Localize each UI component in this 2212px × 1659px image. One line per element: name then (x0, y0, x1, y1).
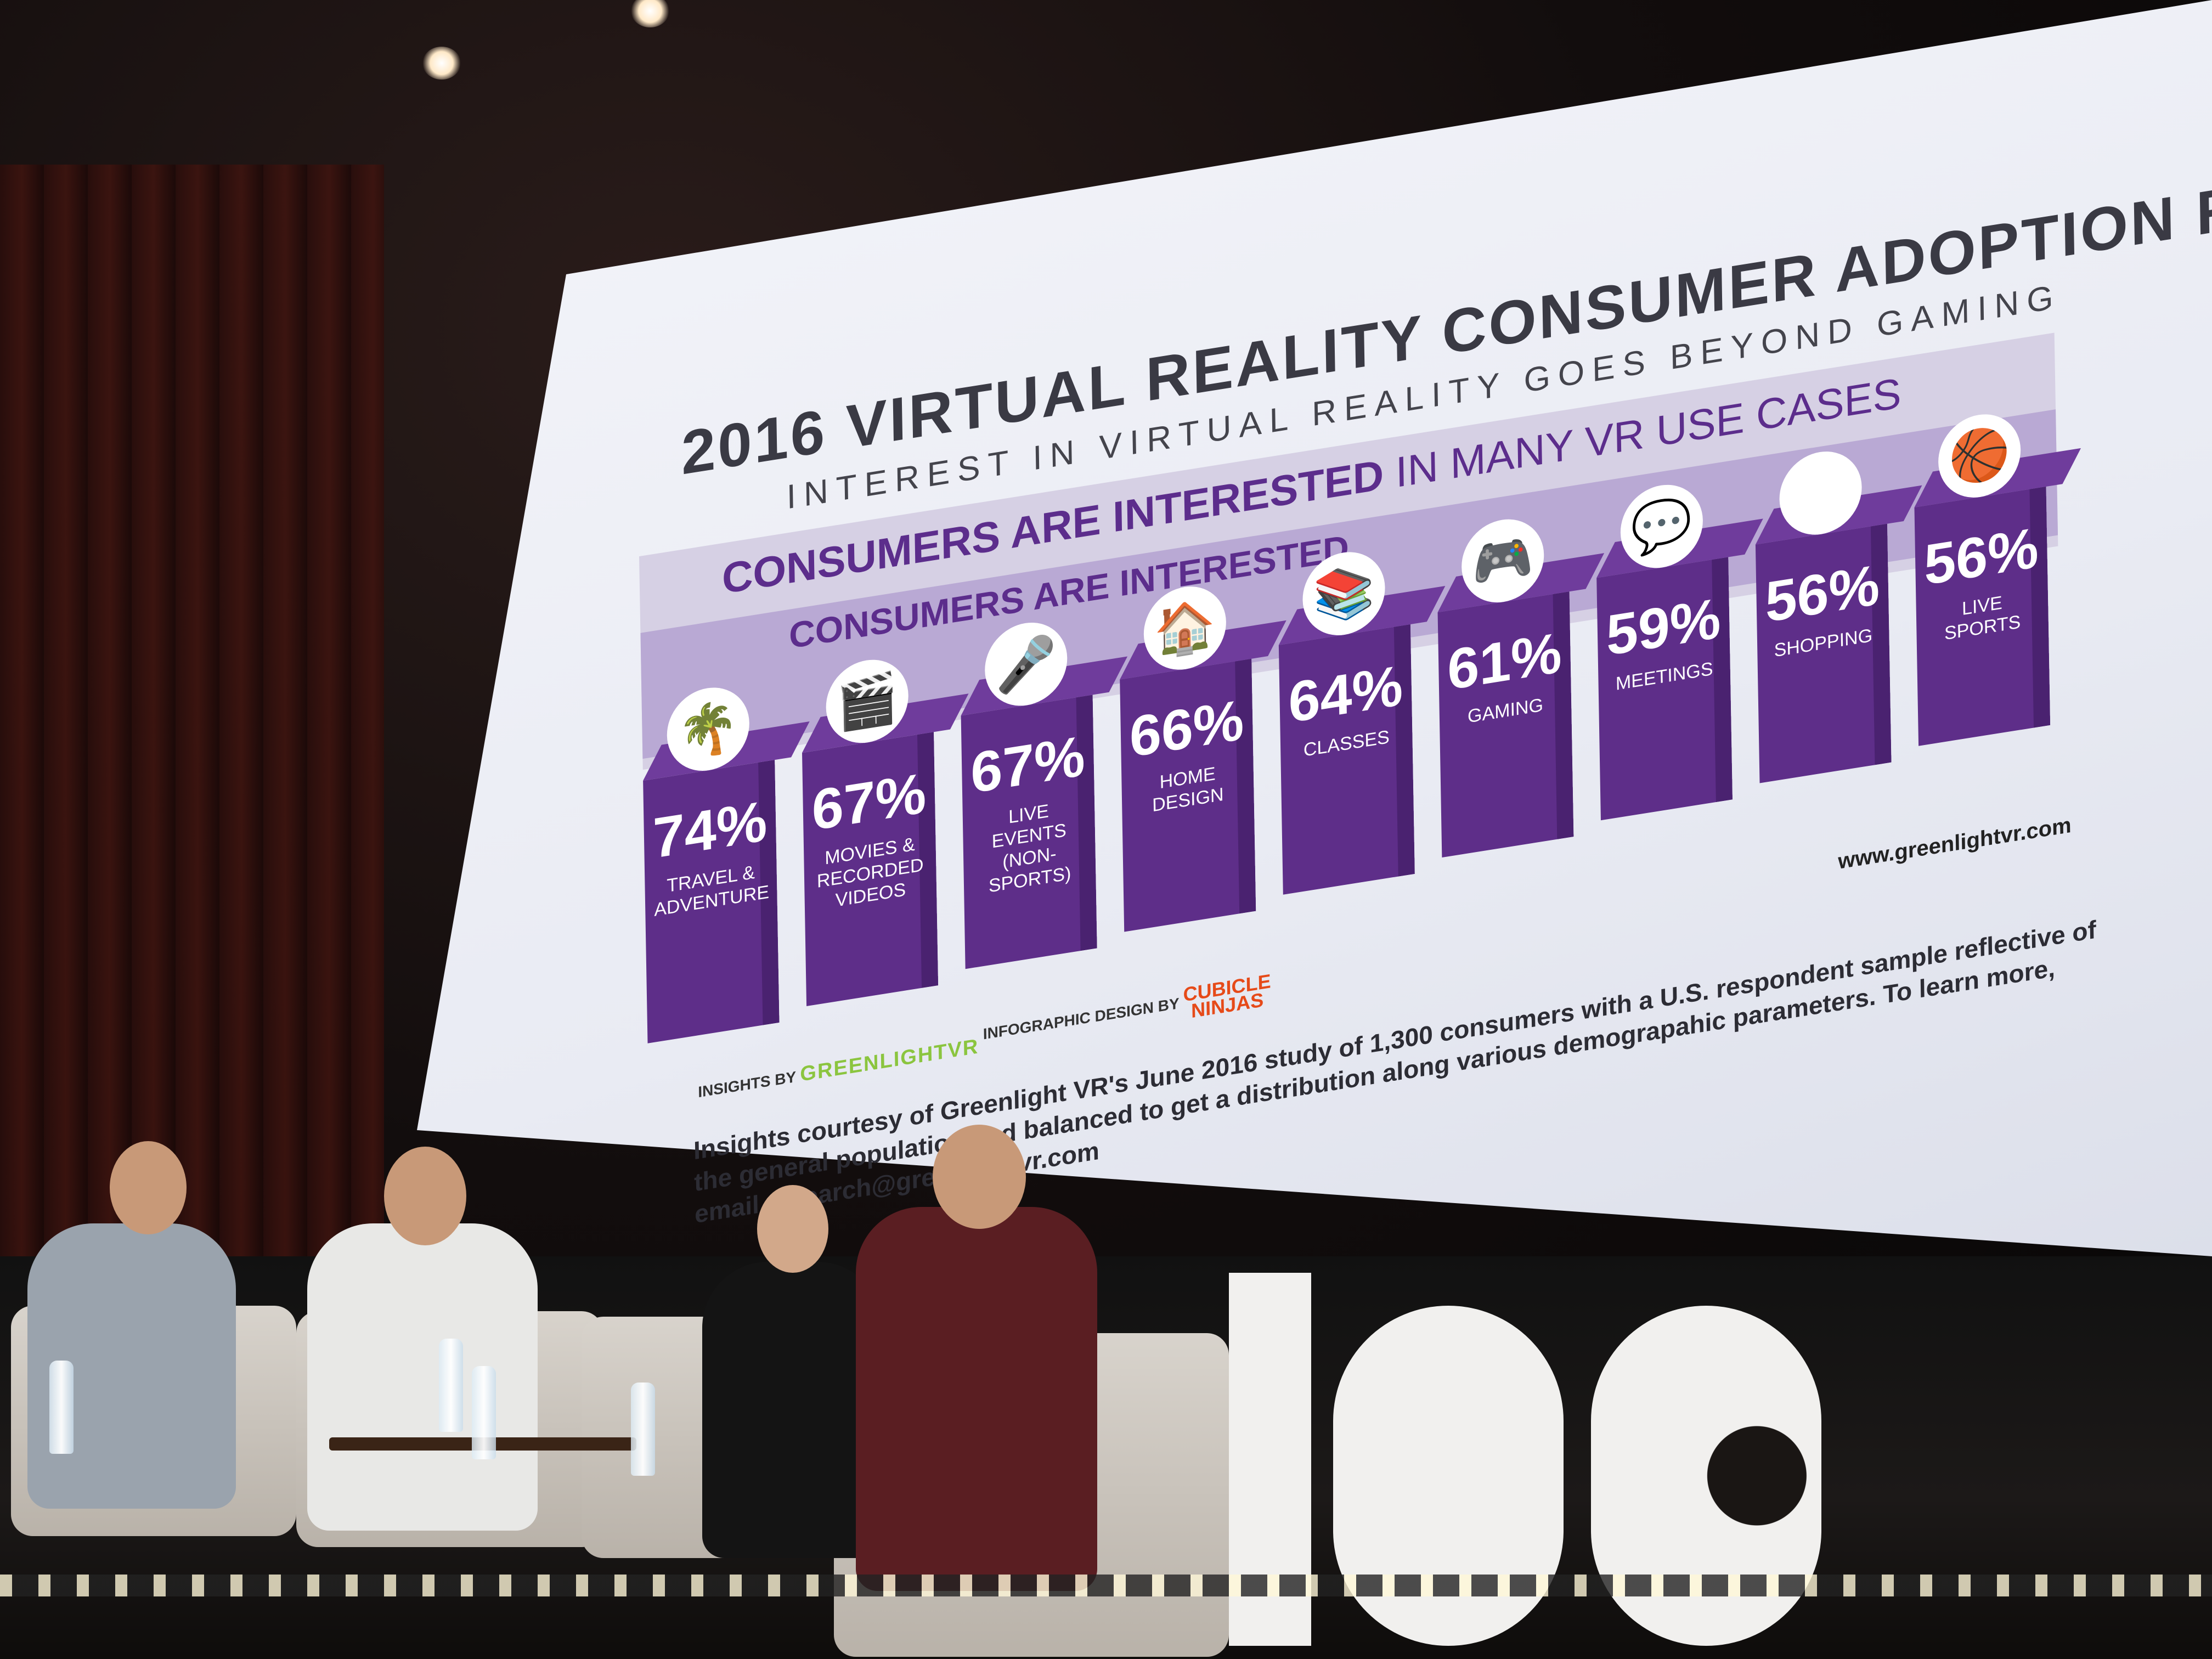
stage-curtain (0, 165, 384, 1262)
use-case-box: 🎤 67% LIVE EVENTS (NON-SPORTS) (961, 617, 1128, 969)
insights-label: INSIGHTS BY (698, 1068, 796, 1101)
water-bottle (631, 1383, 655, 1476)
panelist-3 (702, 1262, 883, 1558)
infographic-slide: 2016 VIRTUAL REALITY CONSUMER ADOPTION R… (549, 0, 2212, 1228)
water-bottle (439, 1339, 463, 1432)
use-case-box: 🛍 56% SHOPPING (1755, 445, 1922, 783)
ceiling-spotlight (631, 0, 669, 27)
design-label: INFOGRAPHIC DESIGN BY (983, 995, 1180, 1043)
water-bottle (49, 1361, 74, 1454)
use-case-box: 🎬 67% MOVIES & RECORDED VIDEOS (802, 653, 969, 1006)
panelist-1-head (110, 1141, 187, 1234)
panelist-2-head (384, 1147, 466, 1245)
panelist-2 (307, 1223, 538, 1531)
use-case-box: 🏠 66% HOME DESIGN (1120, 580, 1286, 932)
panelist-4-head (933, 1125, 1026, 1229)
use-case-box: 🏀 56% LIVE SPORTS (1914, 408, 2081, 746)
stage-footlights (0, 1575, 2212, 1596)
panelist-3-head (757, 1185, 828, 1273)
ceiling-spotlight (422, 47, 461, 80)
use-case-box: 🎮 61% GAMING (1437, 513, 1605, 857)
use-case-box: 🌴 74% TRAVEL & ADVENTURE (643, 681, 810, 1043)
use-case-box: 💬 59% MEETINGS (1596, 478, 1763, 821)
cubicle-ninjas-logo: CUBICLE NINJAS (1183, 969, 1271, 1022)
water-bottle (472, 1366, 496, 1459)
panelist-4 (856, 1207, 1097, 1591)
use-case-box: 📚 64% CLASSES (1278, 546, 1446, 895)
